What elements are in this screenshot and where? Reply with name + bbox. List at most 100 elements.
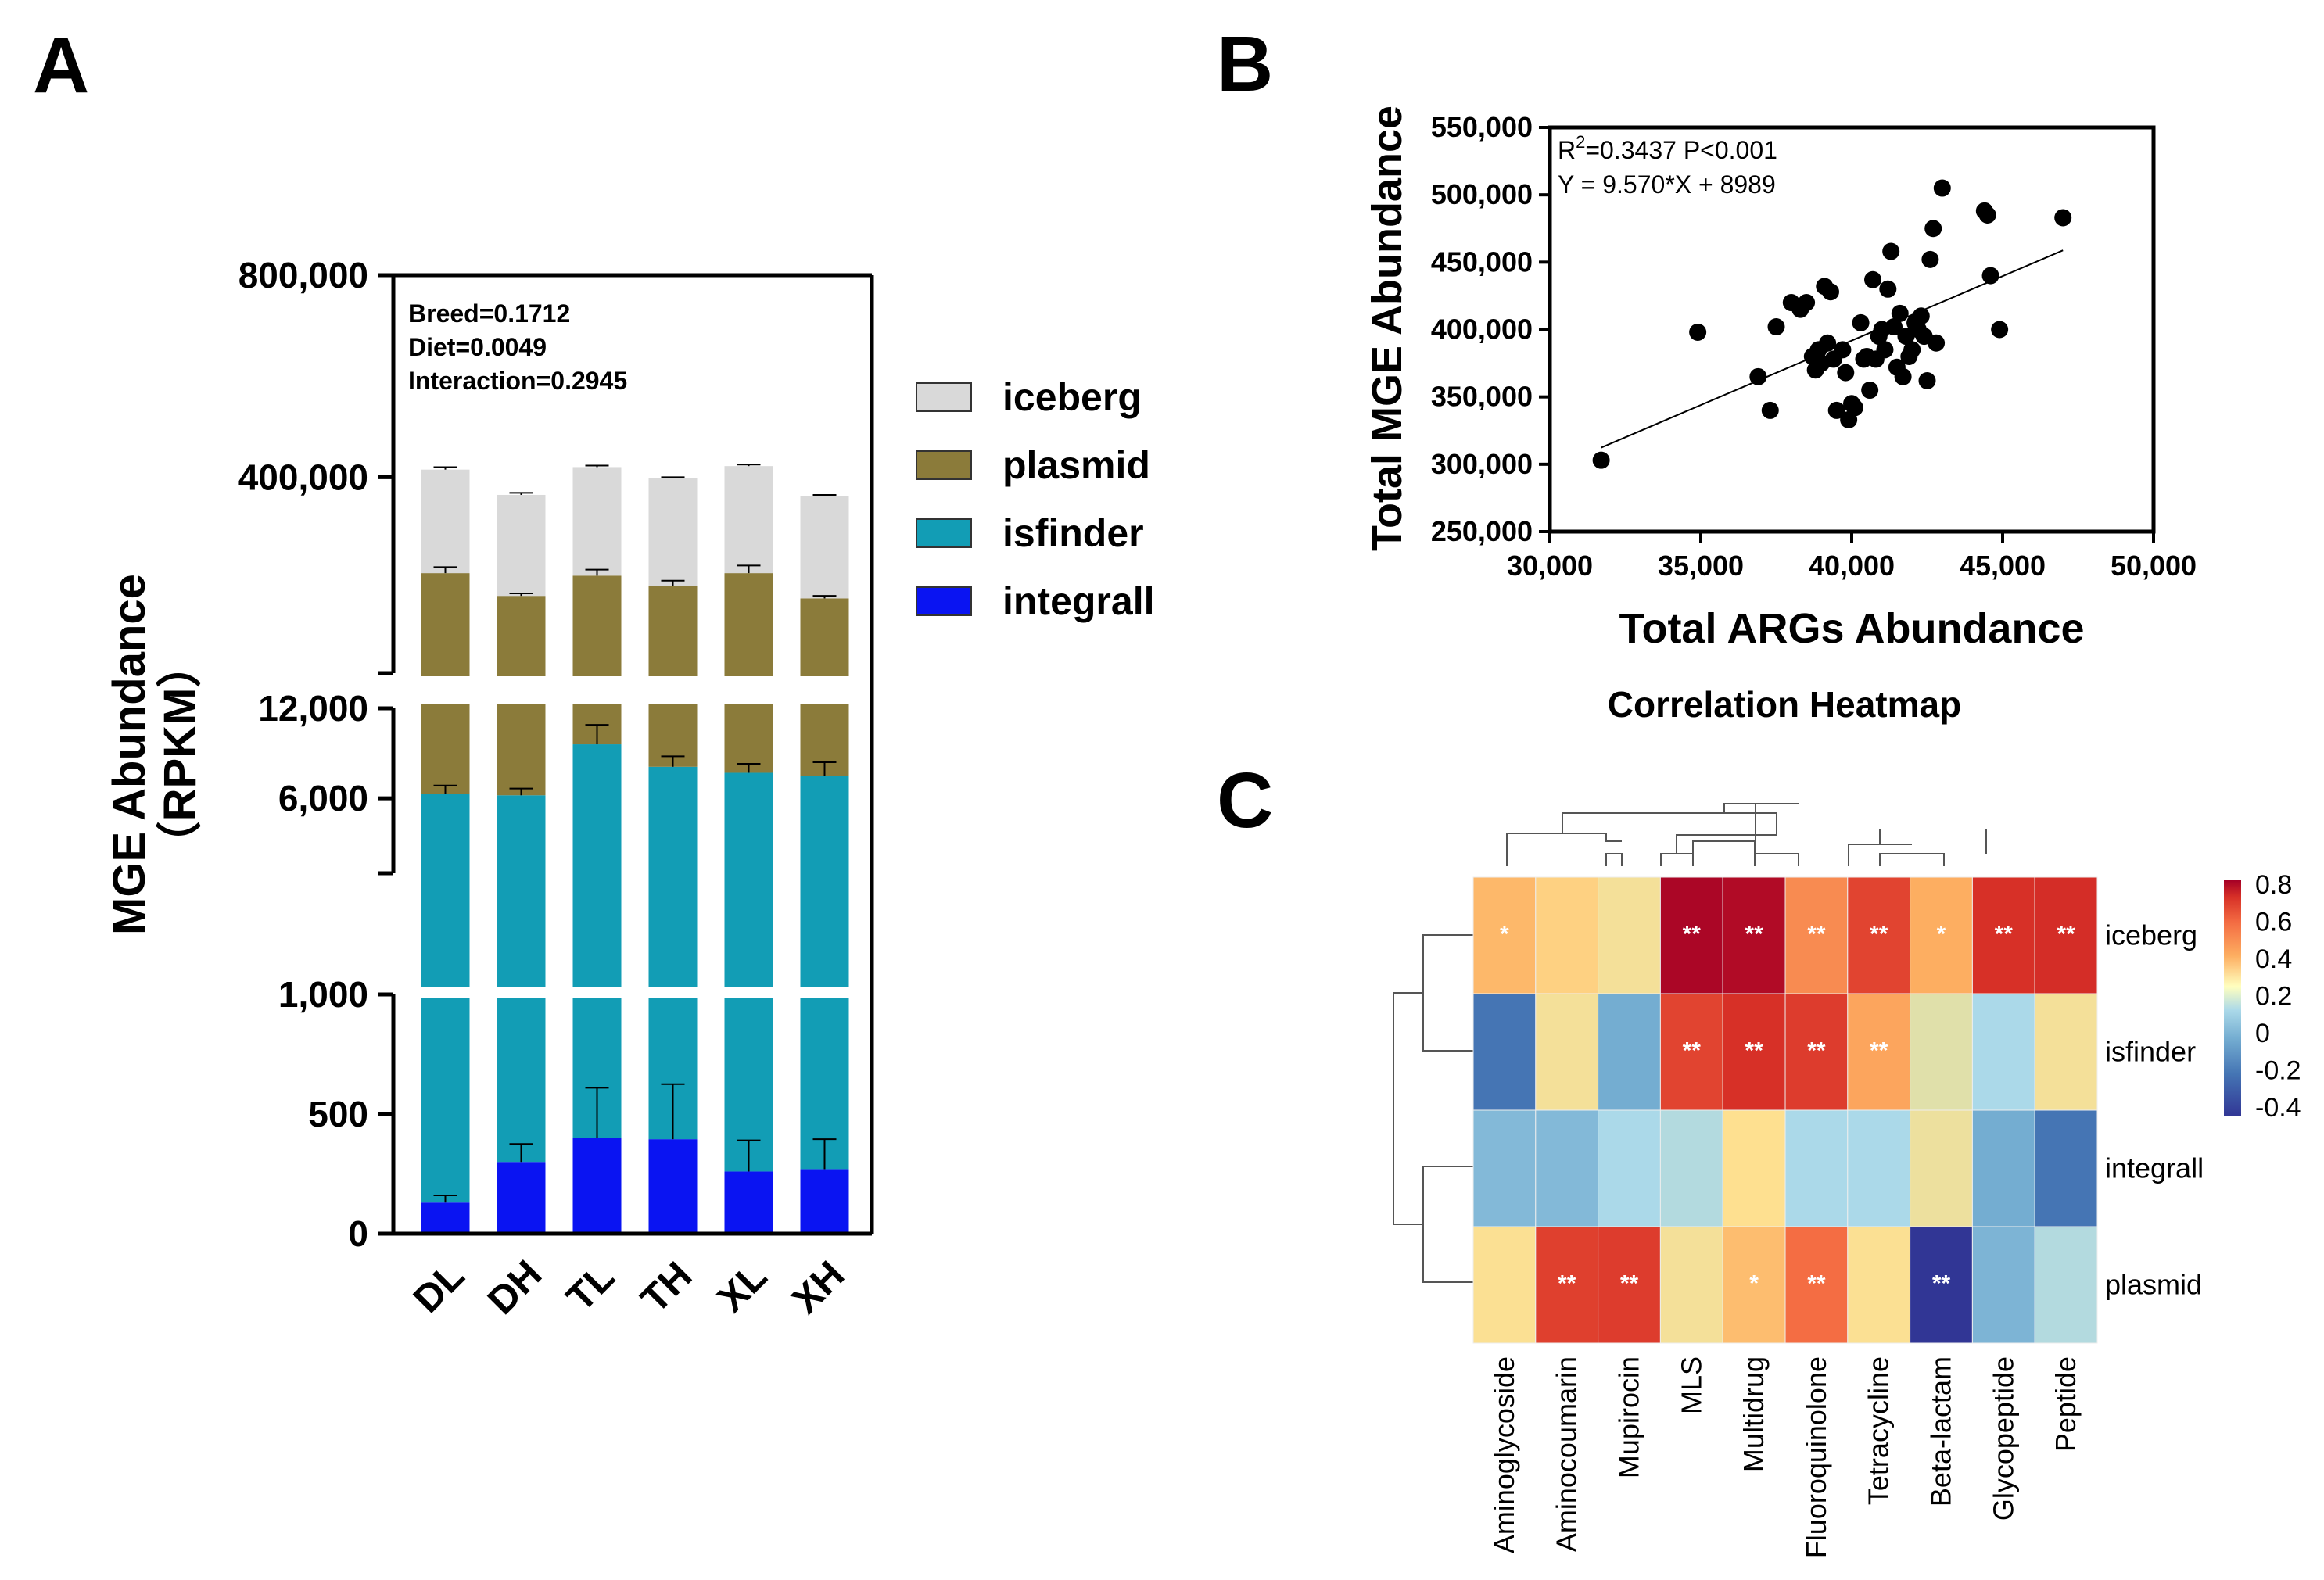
scatter-point-49 [1978, 206, 1996, 224]
column-label-Tetracycline: Tetracycline [1863, 1356, 1895, 1505]
column-label-Aminoglycoside: Aminoglycoside [1488, 1356, 1520, 1553]
significance-isfinder-Fluoroquinolone: ** [1807, 1038, 1826, 1064]
row-label-isfinder: isfinder [2105, 1036, 2196, 1068]
bar-isfinder-XH [800, 776, 849, 994]
scatter-point-52 [2054, 209, 2072, 227]
y-tick-label-500: 500 [308, 1094, 368, 1134]
row-dendrogram [1393, 934, 1473, 1283]
colorbar-tick-labels: 0.8 0.6 0.4 0.2 0 -0.2 -0.4 [2255, 870, 2301, 1123]
y-tick-labels: 0 500 1,000 6,000 12,000 400,000 800,000 [238, 255, 393, 1254]
cell-plasmid-Fluoroquinolone [1784, 1226, 1849, 1344]
cell-plasmid-Aminoglycoside [1472, 1226, 1537, 1344]
colorbar-tick-0: 0 [2255, 1019, 2270, 1048]
r-squared-superscript: 2 [1576, 132, 1585, 152]
column-label-Mupirocin: Mupirocin [1613, 1356, 1645, 1478]
x-tick-label-DL: DL [405, 1253, 473, 1321]
column-label-Peptide: Peptide [2050, 1356, 2082, 1452]
heatmap-title: Correlation Heatmap [1608, 684, 1961, 725]
y-tick-label-800,000: 800,000 [238, 255, 368, 296]
scatter-point-45 [1924, 220, 1942, 238]
bar-isfinder-DL [421, 994, 470, 1203]
significance-iceberg-Beta-lactam: * [1937, 922, 1946, 948]
bar-integrall-TL [572, 1138, 622, 1234]
cell-iceberg-Beta-lactam [1910, 876, 1973, 994]
axes [378, 273, 874, 1236]
bar-iceberg-TH [648, 478, 698, 586]
significance-marks: * ** ** ** ** * ** **** ** ** **** ** * ** ** [1500, 922, 2075, 1297]
cell-isfinder-Aminoglycoside [1472, 993, 1537, 1111]
y-tick-label-400,000: 400,000 [1431, 313, 1533, 346]
bar-iceberg-TL [572, 467, 622, 576]
significance-isfinder-Tetracycline: ** [1870, 1038, 1888, 1064]
bar-integrall-TH [648, 1139, 698, 1234]
column-label-Multidrug: Multidrug [1738, 1356, 1770, 1472]
legend-swatch-integrall [916, 586, 972, 616]
stat-diet: Diet=0.0049 [408, 333, 547, 361]
bar-isfinder-TH [648, 766, 698, 994]
scatter-point-13 [1819, 334, 1837, 352]
cell-integrall-Beta-lactam [1910, 1109, 1973, 1227]
scatter-point-25 [1864, 270, 1882, 288]
bar-iceberg-DL [421, 469, 470, 574]
cell-isfinder-Beta-lactam [1910, 993, 1973, 1111]
scatter-point-44 [1921, 250, 1939, 268]
bar-plasmid-DL [421, 708, 470, 794]
scatter-point-30 [1879, 280, 1897, 298]
cell-iceberg-Fluoroquinolone [1784, 876, 1849, 994]
significance-iceberg-Peptide: ** [2057, 922, 2075, 948]
column-label-Fluoroquinolone: Fluoroquinolone [1800, 1356, 1832, 1558]
row-label-integrall: integrall [2105, 1152, 2204, 1184]
legend: iceberg plasmid isfinder integrall [916, 375, 1154, 623]
scatter-point-41 [1912, 307, 1930, 325]
error-bar-group [433, 464, 837, 1203]
scatter-point-14 [1821, 283, 1839, 301]
scatter-point-29 [1876, 341, 1894, 359]
significance-plasmid-Fluoroquinolone: ** [1807, 1271, 1826, 1297]
cell-plasmid-Beta-lactam [1910, 1226, 1973, 1344]
scatter-point-1 [1689, 323, 1707, 341]
scatter-point-35 [1894, 367, 1912, 385]
cell-isfinder-Aminocoumarin [1535, 993, 1599, 1111]
bar-iceberg-XL [724, 466, 773, 574]
x-axis-title: Total ARGs Abundance [1619, 605, 2084, 652]
heatmap-cells [1472, 876, 2098, 1344]
axis-ticks: 30,000 35,000 40,000 45,000 50,000 250,000 300… [1431, 111, 2197, 582]
legend-label-iceberg: iceberg [1002, 375, 1142, 419]
cell-iceberg-Multidrug [1722, 876, 1786, 994]
scatter-point-24 [1861, 382, 1879, 399]
scatter-point-53 [1843, 395, 1860, 413]
bar-isfinder-TL [572, 744, 622, 994]
colorbar-tick--0.2: -0.2 [2255, 1056, 2301, 1086]
y-axis-title-line2: （RPKM） [155, 643, 206, 867]
colorbar-tick-0.2: 0.2 [2255, 981, 2292, 1011]
colorbar-tick-0.4: 0.4 [2255, 944, 2292, 974]
x-tick-label-35,000: 35,000 [1658, 550, 1744, 582]
significance-plasmid-Beta-lactam: ** [1932, 1271, 1951, 1297]
scatter-point-32 [1885, 318, 1903, 336]
cell-iceberg-Mupirocin [1598, 876, 1661, 994]
dendrograms [1393, 803, 1987, 1283]
column-labels: Aminoglycoside Aminocoumarin Mupirocin MLS M… [1488, 1356, 2082, 1558]
cell-plasmid-Multidrug [1722, 1226, 1786, 1344]
legend-label-isfinder: isfinder [1002, 511, 1144, 555]
bar-isfinder-DH [497, 795, 546, 994]
bar-integrall-XH [800, 1169, 849, 1234]
scatter-point-34 [1891, 304, 1909, 322]
bar-plasmid-DH [497, 708, 546, 796]
x-tick-label-40,000: 40,000 [1809, 550, 1895, 582]
y-tick-label-400,000: 400,000 [238, 457, 368, 497]
colorbar-tick-0.6: 0.6 [2255, 907, 2292, 937]
significance-iceberg-Glycopeptide: ** [1995, 922, 2014, 948]
y-axis-title: Total MGE Abundance [1364, 106, 1411, 551]
panel-label-a: A [33, 22, 89, 109]
y-tick-label-550,000: 550,000 [1431, 111, 1533, 143]
axis-break-gap-0 [398, 676, 867, 704]
x-tick-labels: DL DH TL TH XL XH [405, 1252, 853, 1323]
cell-plasmid-MLS [1659, 1226, 1723, 1344]
cell-iceberg-Aminocoumarin [1535, 876, 1599, 994]
cell-integrall-Aminoglycoside [1472, 1109, 1537, 1227]
legend-swatch-isfinder [916, 518, 972, 548]
scatter-point-3 [1761, 401, 1779, 419]
